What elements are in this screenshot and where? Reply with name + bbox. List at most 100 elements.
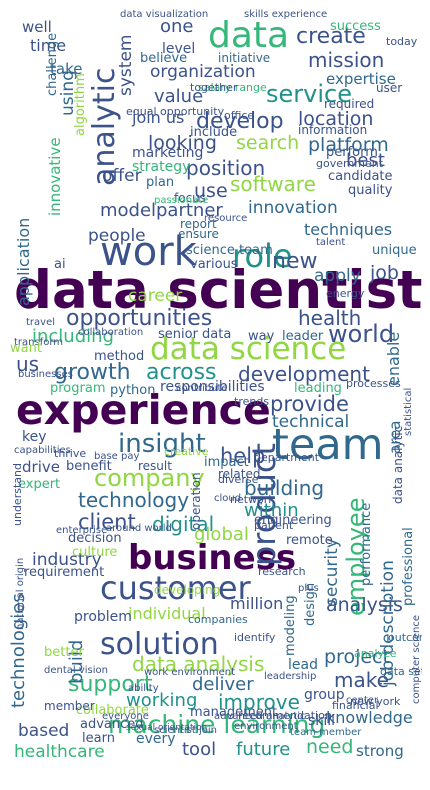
cloud-word: skill [308,713,336,729]
cloud-word: collaboration [78,327,144,338]
cloud-word: one [160,16,194,37]
cloud-word: ai [54,257,66,272]
cloud-word: program [50,381,106,396]
cloud-word: client [78,510,136,534]
cloud-word: unique [372,243,417,258]
cloud-word: today [386,35,418,48]
cloud-word: dental vision [44,665,108,676]
cloud-word: senior data [158,327,232,342]
cloud-word: expertise [326,70,396,88]
cloud-word: organization [150,62,256,82]
cloud-word: capabilities [14,445,71,456]
cloud-word: plan [146,175,175,190]
cloud-word: recommendation [238,709,332,722]
cloud-word: value [154,86,204,107]
cloud-word: science team [186,243,273,258]
cloud-word: expert [18,477,61,492]
cloud-word: professional [401,527,416,606]
cloud-word: report [180,217,217,231]
cloud-word: patient [254,519,294,532]
cloud-word: support [68,672,153,697]
cloud-word: network [230,493,275,506]
cloud-word: analysis [326,594,403,616]
cloud-word: innovation [248,198,338,218]
cloud-word: requirement [24,565,105,580]
cloud-word: techniques [304,220,393,239]
cloud-word: base pay [94,451,140,462]
cloud-word: related [218,467,261,481]
cloud-word: candidate [328,169,393,184]
cloud-word: skills experience [244,9,328,20]
cloud-word: growth [54,360,131,385]
cloud-word: drive [22,458,60,476]
cloud-word: remote [286,533,333,548]
cloud-word: statistical [403,387,414,436]
cloud-word: well [22,18,52,36]
cloud-word: strong [356,742,404,760]
cloud-word: around world [106,523,172,534]
cloud-word: global [194,524,249,545]
cloud-word: new [272,249,318,274]
cloud-word: initiative [218,51,271,65]
cloud-word: platform [308,134,389,156]
cloud-word: trends [234,395,270,408]
cloud-word: use [194,180,228,202]
cloud-word: ability [128,683,159,694]
cloud-word: algorithm [73,73,88,136]
cloud-word: strategy [132,159,191,175]
cloud-word: various [190,257,238,272]
cloud-word: need [306,736,354,758]
cloud-word: result [138,459,172,473]
cloud-word: outcome [388,631,422,644]
cloud-word: future [236,739,291,760]
cloud-word: development [238,362,370,386]
word-cloud: data scientist experience business team … [8,6,422,783]
cloud-word: plus [298,583,319,594]
cloud-word: career [128,286,183,306]
cloud-word: project [324,646,390,668]
cloud-word: office [224,109,255,122]
cloud-word: decision [68,531,122,546]
cloud-word: building [244,476,325,500]
cloud-word: success [330,19,381,34]
cloud-word: scientist join [154,725,217,736]
cloud-word: modeling [283,595,298,656]
cloud-word: job [370,262,399,284]
cloud-word: join us [132,108,185,127]
cloud-word: learn [82,731,115,746]
cloud-word: salary range [198,81,267,94]
cloud-word: include [190,125,238,140]
cloud-word: member [44,699,95,713]
cloud-word: developing [154,583,221,597]
cloud-word: transform [14,337,64,348]
cloud-word: improve [218,690,300,714]
cloud-word: responsibilities [160,379,265,395]
cloud-word: focus [174,191,207,205]
cloud-word: user [376,81,403,95]
cloud-word: financial [332,699,379,712]
cloud-word: creative [164,445,209,458]
cloud-word: team [272,420,384,470]
cloud-word: together [190,81,238,94]
cloud-word: required [324,97,375,111]
cloud-word: application [14,217,33,306]
cloud-word: cloud [214,493,242,504]
cloud-word: marketing [132,145,204,161]
cloud-word: solution [100,627,219,662]
cloud-word: technology [78,488,190,512]
cloud-word: take [50,60,83,78]
cloud-word: python [110,383,156,398]
cloud-word: individual [128,604,206,623]
cloud-word: national origin [15,557,26,630]
cloud-word: company [94,464,205,492]
cloud-word: work environment [144,667,236,678]
cloud-word: way [248,329,275,344]
cloud-word: leader [282,329,324,344]
cloud-word: software [230,172,316,196]
cloud-word: make [334,668,389,692]
cloud-word: government [316,157,384,170]
cloud-word: location [298,108,374,130]
cloud-word: healthcare [14,742,105,762]
cloud-word: benefit [66,459,112,474]
cloud-word: sexual orientation [126,723,208,733]
